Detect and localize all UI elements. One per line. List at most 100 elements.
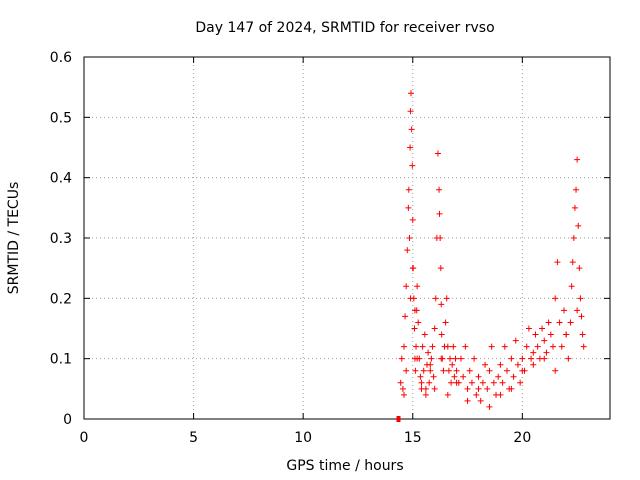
x-axis-label: GPS time / hours [286,458,403,474]
data-point [525,325,532,332]
data-point [413,343,420,350]
data-point [453,367,460,374]
data-point [482,361,489,368]
data-point [434,150,441,157]
data-point [438,355,445,362]
data-point [497,361,504,368]
data-point [407,295,414,302]
data-point [448,379,455,386]
data-point [514,361,521,368]
data-point [570,235,577,241]
data-point [466,367,473,374]
x-tick-label: 5 [189,430,198,446]
data-point [580,343,587,350]
data-point [409,162,416,169]
data-point [444,343,451,350]
data-point [579,331,586,338]
grid [84,57,610,419]
data-point [409,265,416,272]
data-point [530,349,537,356]
data-point [438,301,445,308]
data-point [508,355,515,362]
data-point [396,416,401,422]
data-point [473,391,480,398]
data-point [541,337,548,344]
data-point [552,367,559,374]
data-point [417,373,424,380]
data-point [438,331,445,338]
data-point [457,355,464,362]
data-point [510,373,517,380]
data-point [437,265,444,272]
data-point [414,283,421,290]
data-point [578,313,585,320]
data-point [412,367,419,374]
data-point [437,235,444,241]
data-point [517,379,524,386]
data-point [530,361,537,368]
data-point [577,295,584,302]
data-point [471,355,478,362]
data-point [554,259,561,266]
data-point [414,355,421,362]
chart-title: Day 147 of 2024, SRMTID for receiver rvs… [195,20,494,36]
data-point [397,379,404,386]
data-point [403,283,410,290]
data-point [508,385,515,392]
data-point [411,307,418,314]
data-point [547,331,554,338]
data-point [442,319,449,326]
data-point [568,283,575,290]
data-point [563,331,570,338]
data-point [453,379,460,386]
data-point [450,343,457,350]
data-point [523,343,530,350]
data-point [528,355,535,362]
data-point [501,343,508,350]
data-point [400,343,407,350]
data-point [486,403,493,410]
data-point [545,319,552,326]
data-point [405,186,412,193]
data-point [488,343,495,350]
data-point [541,355,548,362]
data-point [402,313,409,320]
data-point [556,319,563,326]
data-point [404,247,411,254]
y-tick-label: 0.3 [50,231,72,247]
data-point [403,367,410,374]
data-point [475,373,482,380]
data-point [415,319,422,326]
y-tick-label: 0.4 [50,171,72,187]
x-tick-label: 15 [404,430,422,446]
data-point [519,367,526,374]
data-point [399,385,406,392]
y-axis-label: SRMTID / TECUs [6,182,22,295]
data-points [396,90,587,422]
data-point [532,331,539,338]
data-point [427,361,434,368]
data-point [436,210,443,217]
ticks: 0 0.1 0.2 0.3 0.4 0.5 0.6 0 5 10 15 20 [50,50,610,446]
data-point [503,367,510,374]
data-point [445,367,452,374]
data-point [512,337,519,344]
data-point [560,307,567,314]
x-tick-label: 10 [294,430,312,446]
data-point [449,361,456,368]
data-point [462,343,469,350]
data-point [421,331,428,338]
data-point [436,186,443,193]
data-point [468,379,475,386]
data-point [444,391,451,398]
data-point [539,325,546,332]
data-point [460,373,467,380]
data-point [574,307,581,314]
data-point [571,204,578,211]
data-point [475,385,482,392]
y-tick-label: 0.1 [50,352,72,368]
data-point [575,222,582,229]
data-point [569,259,576,266]
data-point [430,373,437,380]
